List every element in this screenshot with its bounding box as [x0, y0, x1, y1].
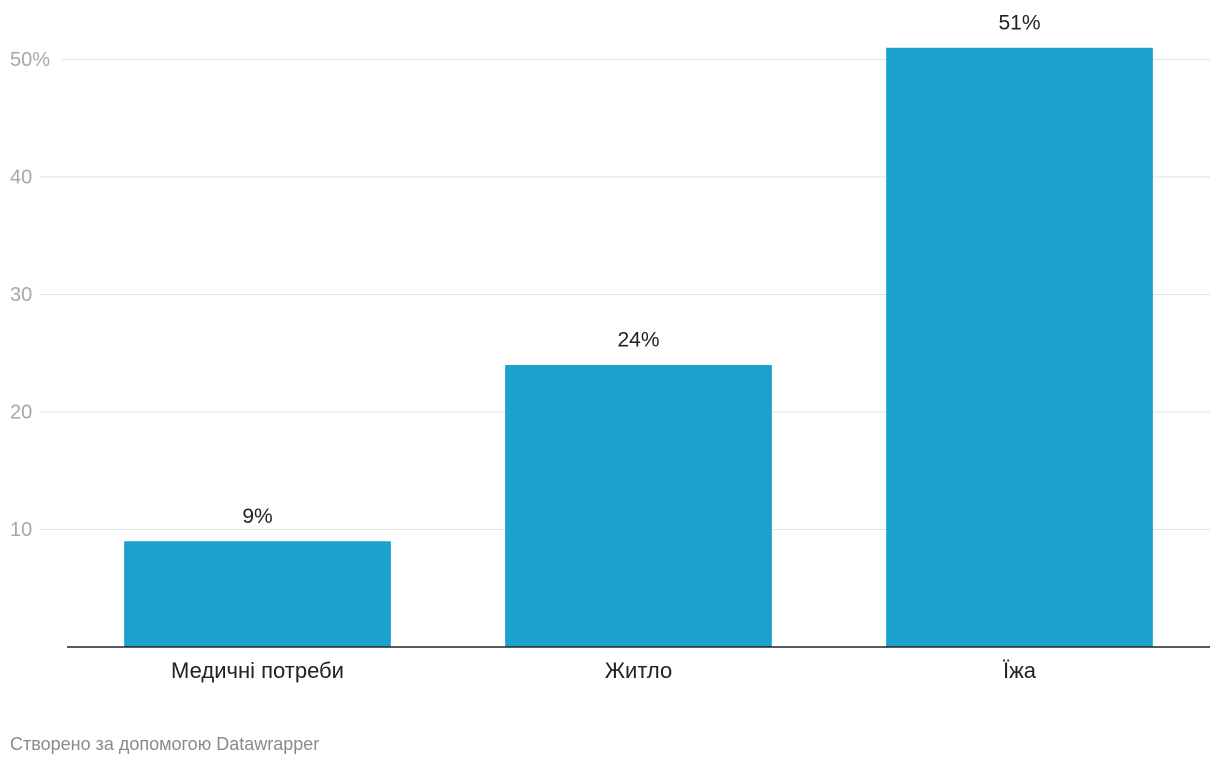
bar — [886, 47, 1153, 647]
y-tick-label: 50% — [10, 49, 50, 71]
bar — [505, 365, 772, 647]
value-label: 51% — [998, 11, 1040, 34]
x-tick-label: Медичні потреби — [171, 658, 344, 683]
value-label: 9% — [242, 505, 272, 528]
y-tick-label: 30 — [10, 284, 32, 306]
x-tick-label: Житло — [605, 658, 673, 683]
value-label: 24% — [617, 329, 659, 352]
bar — [124, 541, 391, 647]
y-tick-label: 20 — [10, 401, 32, 423]
credit: Створено за допомогою Datawrapper — [10, 734, 319, 754]
y-tick-label: 40 — [10, 166, 32, 188]
x-tick-label: Їжа — [1003, 658, 1037, 683]
y-tick-label: 10 — [10, 519, 32, 541]
